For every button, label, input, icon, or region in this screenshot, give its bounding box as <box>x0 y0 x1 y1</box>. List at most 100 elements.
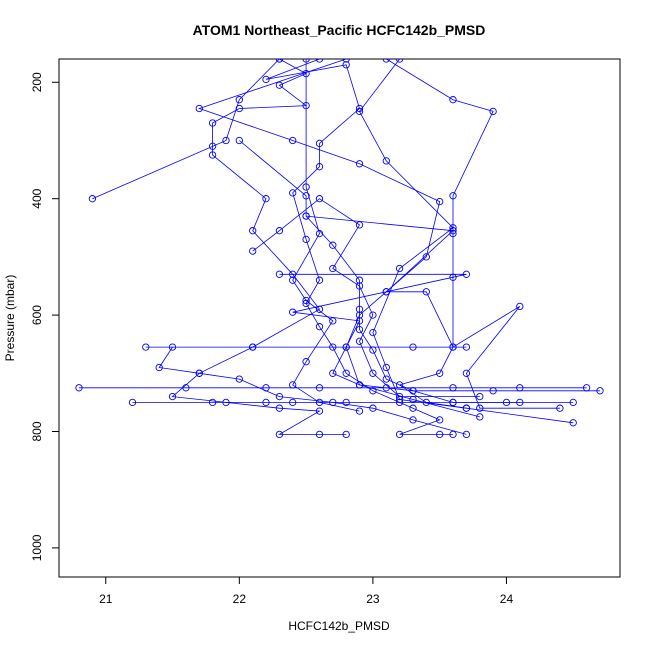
data-point <box>422 288 430 296</box>
data-point <box>436 416 444 424</box>
data-point <box>502 398 511 407</box>
data-point <box>155 363 163 372</box>
data-point <box>342 343 350 351</box>
data-point <box>315 59 324 63</box>
data-point <box>395 395 404 404</box>
data-point <box>302 296 310 305</box>
data-point <box>315 323 324 331</box>
data-point <box>355 337 364 345</box>
data-point <box>556 404 564 412</box>
data-point <box>329 369 337 377</box>
data-point <box>302 212 310 220</box>
data-point <box>342 61 350 69</box>
data-point <box>382 157 390 165</box>
series-8 <box>75 384 591 392</box>
series-15 <box>355 59 471 412</box>
data-point <box>208 398 217 407</box>
data-point <box>436 369 444 377</box>
data-point <box>289 276 297 284</box>
data-point <box>489 107 497 116</box>
data-point <box>329 317 337 325</box>
data-point <box>476 392 484 401</box>
data-point <box>355 325 364 334</box>
data-point <box>208 119 217 127</box>
series-6 <box>195 59 604 395</box>
data-point <box>596 387 604 395</box>
data-point <box>302 235 310 244</box>
data-point <box>409 416 417 424</box>
data-point <box>275 404 284 412</box>
data-point <box>249 343 257 351</box>
data-point <box>289 308 297 316</box>
axes-layer: 21 22 23 24 200 400 600 800 1000 <box>30 72 513 606</box>
data-point <box>275 392 284 401</box>
data-point <box>476 413 484 421</box>
x-tick-label: 24 <box>500 592 514 606</box>
data-point <box>262 75 270 84</box>
series-3 <box>382 59 577 427</box>
data-point <box>195 369 203 377</box>
data-point <box>462 404 471 412</box>
data-point <box>168 392 177 401</box>
data-point <box>342 369 350 377</box>
data-point <box>275 81 284 89</box>
data-point <box>355 221 364 229</box>
data-point <box>355 160 364 168</box>
y-tick-label: 1000 <box>30 534 44 561</box>
series-4 <box>155 343 471 439</box>
data-point <box>369 328 377 337</box>
series-line <box>359 59 467 409</box>
data-point <box>315 163 324 171</box>
data-point <box>342 430 350 439</box>
data-point <box>436 197 444 206</box>
data-point <box>436 430 444 439</box>
data-point <box>449 398 457 407</box>
data-point <box>462 369 471 377</box>
data-point <box>355 311 364 319</box>
data-point <box>409 343 417 351</box>
data-point <box>208 151 217 159</box>
data-point <box>142 343 150 351</box>
data-point <box>395 430 404 439</box>
series-9 <box>142 343 471 351</box>
data-point <box>262 195 270 203</box>
data-point <box>315 195 324 203</box>
x-tick-label: 21 <box>99 592 113 606</box>
data-point <box>569 419 577 427</box>
data-point <box>449 384 457 392</box>
data-point <box>382 375 390 383</box>
data-point <box>422 253 430 261</box>
y-tick-label: 800 <box>30 421 44 441</box>
data-point <box>355 305 364 313</box>
y-axis-label: Pressure (mbar) <box>3 275 17 362</box>
series-line <box>252 198 480 398</box>
data-point <box>516 384 524 392</box>
data-point <box>395 264 404 273</box>
series-line <box>386 59 574 424</box>
data-point <box>275 270 284 278</box>
series-7 <box>128 398 577 407</box>
data-point <box>355 317 364 325</box>
data-point <box>462 270 471 278</box>
data-point <box>289 381 297 389</box>
series-10 <box>88 59 284 203</box>
data-point <box>342 398 350 407</box>
series-line <box>292 59 360 412</box>
series-line <box>158 346 467 435</box>
series-2 <box>262 59 457 439</box>
series-14 <box>289 59 364 415</box>
x-axis-label: HCFC142b_PMSD <box>288 619 390 633</box>
data-point <box>355 381 364 389</box>
data-point <box>128 398 137 407</box>
data-point <box>369 311 377 319</box>
series-12 <box>275 270 484 421</box>
data-point <box>275 430 284 439</box>
data-point <box>75 384 83 392</box>
data-point <box>355 276 364 284</box>
data-point <box>329 241 337 249</box>
data-point <box>289 136 297 145</box>
data-point <box>409 404 417 412</box>
x-tick-label: 23 <box>366 592 380 606</box>
data-point <box>449 192 457 200</box>
